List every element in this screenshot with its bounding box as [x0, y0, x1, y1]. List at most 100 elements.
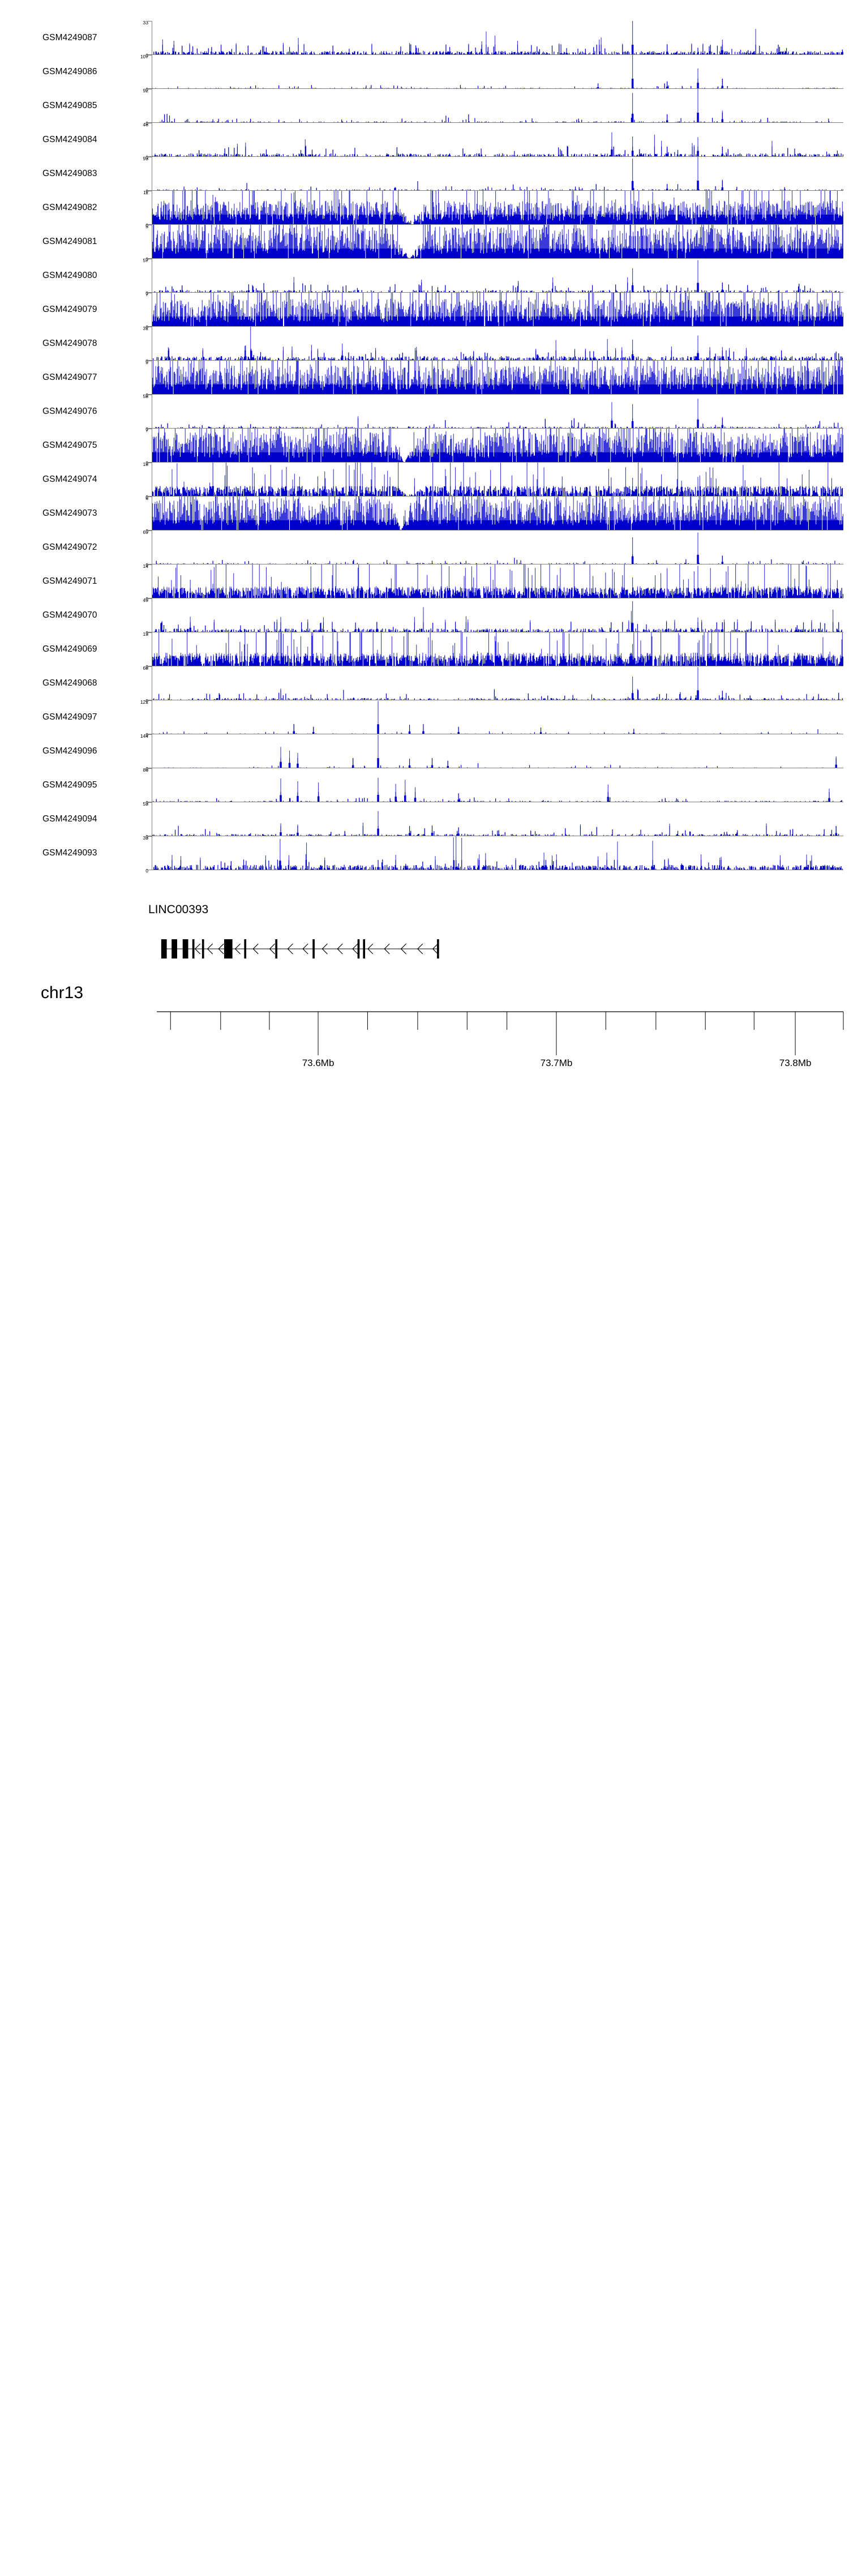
track-baseline: [152, 54, 843, 55]
y-axis-min-label: 0: [145, 290, 148, 296]
y-axis-max-label: 86: [143, 767, 148, 773]
y-axis-min-label: 0: [145, 664, 148, 670]
coverage-plot-area[interactable]: [152, 293, 843, 327]
coverage-track[interactable]: GSM4249085 92 0: [0, 88, 849, 126]
coverage-track[interactable]: GSM4249093 33 0: [0, 836, 849, 873]
coverage-plot-area[interactable]: [152, 89, 843, 123]
y-axis-min-label: 0: [145, 155, 148, 160]
coverage-track[interactable]: GSM4249079 7 0: [0, 292, 849, 330]
gene-exon[interactable]: [161, 939, 167, 958]
coverage-track[interactable]: GSM4249073 6 0: [0, 496, 849, 533]
coverage-plot-area[interactable]: [152, 361, 843, 395]
coverage-track[interactable]: GSM4249080 57 0: [0, 258, 849, 296]
coverage-track[interactable]: GSM4249087 33 0: [0, 20, 849, 58]
gene-model-graphic[interactable]: [0, 903, 849, 971]
coverage-plot-area[interactable]: [152, 530, 843, 564]
coverage-plot-area[interactable]: [152, 734, 843, 768]
coverage-track[interactable]: GSM4249097 121 0: [0, 700, 849, 737]
coverage-track[interactable]: GSM4249072 69 0: [0, 530, 849, 567]
coverage-plot-area[interactable]: [152, 225, 843, 259]
coverage-track[interactable]: GSM4249077 9 0: [0, 360, 849, 397]
gene-annotation-track[interactable]: LINC00393: [0, 903, 849, 971]
track-sample-label: GSM4249073: [42, 508, 97, 518]
coverage-bars-light: [154, 399, 842, 429]
gene-strand-arrow-left-icon: [321, 943, 328, 955]
coverage-track[interactable]: GSM4249068 68 0: [0, 665, 849, 703]
coverage-plot-area[interactable]: [152, 666, 843, 700]
gene-exon[interactable]: [192, 939, 195, 958]
coverage-track[interactable]: GSM4249069 13 0: [0, 631, 849, 670]
coverage-plot-area[interactable]: [152, 700, 843, 734]
coverage-plot-area[interactable]: [152, 327, 843, 361]
coverage-plot-area[interactable]: [152, 55, 843, 89]
y-axis-tick: [146, 21, 152, 22]
coverage-plot-area[interactable]: [152, 395, 843, 429]
coverage-plot-area[interactable]: [152, 191, 843, 225]
gene-exon[interactable]: [357, 939, 360, 958]
gene-exon[interactable]: [244, 939, 247, 958]
track-y-axis: 57 0: [0, 258, 153, 296]
gene-exon[interactable]: [171, 939, 177, 958]
coverage-plot-area[interactable]: [152, 768, 843, 802]
coverage-track[interactable]: GSM4249086 107 0: [0, 54, 849, 92]
coverage-track[interactable]: GSM4249094 53 0: [0, 802, 849, 839]
track-y-axis: 33 0: [0, 20, 153, 58]
coverage-plot-area[interactable]: [152, 497, 843, 530]
coverage-plot-area[interactable]: [152, 564, 843, 598]
gene-exon[interactable]: [312, 939, 315, 958]
coverage-track[interactable]: GSM4249081 5 0: [0, 224, 849, 262]
y-axis-max-label: 33: [143, 20, 148, 25]
coverage-plot-area[interactable]: [152, 632, 843, 666]
gene-exon[interactable]: [275, 939, 278, 958]
y-axis-max-label: 31: [143, 326, 148, 331]
coverage-track[interactable]: GSM4249074 18 0: [0, 462, 849, 499]
coverage-bars-light: [152, 811, 840, 836]
y-axis-max-label: 68: [143, 665, 148, 671]
track-sample-label: GSM4249085: [42, 101, 97, 110]
coverage-bars-light: [153, 21, 843, 55]
gene-exon[interactable]: [363, 939, 366, 958]
coverage-plot-area[interactable]: [152, 598, 843, 632]
coverage-track[interactable]: GSM4249071 14 0: [0, 564, 849, 601]
coverage-track[interactable]: GSM4249075 7 0: [0, 428, 849, 465]
gene-exon[interactable]: [437, 939, 439, 958]
coverage-track[interactable]: GSM4249084 48 0: [0, 122, 849, 160]
coverage-track[interactable]: GSM4249076 58 0: [0, 394, 849, 431]
coverage-track[interactable]: GSM4249078 31 0: [0, 326, 849, 363]
y-axis-tick: [146, 190, 152, 191]
track-y-axis: 33 0: [0, 836, 153, 873]
coverage-bars-light: [152, 463, 843, 497]
y-axis-max-label: 92: [143, 88, 148, 93]
y-axis-max-label: 13: [143, 631, 148, 637]
coverage-bars-dark: [152, 656, 843, 666]
y-axis-tick: [146, 258, 152, 259]
coverage-track[interactable]: GSM4249083 93 0: [0, 156, 849, 194]
y-axis-tick: [146, 496, 152, 497]
gene-exon[interactable]: [224, 939, 233, 958]
y-axis-tick: [146, 360, 152, 361]
coverage-plot-area[interactable]: [152, 157, 843, 191]
coverage-signal: [153, 777, 843, 802]
track-y-axis: 13 0: [0, 631, 153, 670]
coverage-plot-area[interactable]: [152, 463, 843, 497]
coverage-plot-area[interactable]: [152, 802, 843, 836]
coverage-plot-area[interactable]: [152, 429, 843, 463]
track-sample-label: GSM4249097: [42, 712, 97, 722]
track-sample-label: GSM4249078: [42, 339, 97, 348]
coverage-track[interactable]: GSM4249095 86 0: [0, 767, 849, 805]
gene-exon[interactable]: [182, 939, 188, 958]
gene-strand-arrow-left-icon: [252, 943, 259, 955]
coverage-plot-area[interactable]: [152, 259, 843, 293]
coverage-track[interactable]: GSM4249070 45 0: [0, 598, 849, 635]
coverage-track[interactable]: GSM4249082 11 0: [0, 190, 849, 228]
y-axis-max-label: 5: [145, 224, 148, 229]
coverage-plot-area[interactable]: [152, 836, 843, 870]
gene-exon[interactable]: [201, 939, 204, 958]
axis-tick-label: 73.7Mb: [541, 1058, 573, 1067]
coverage-plot-area[interactable]: [152, 123, 843, 157]
track-baseline: [152, 496, 843, 497]
coverage-track[interactable]: GSM4249096 144 0: [0, 734, 849, 771]
coverage-plot-area[interactable]: [152, 21, 843, 55]
